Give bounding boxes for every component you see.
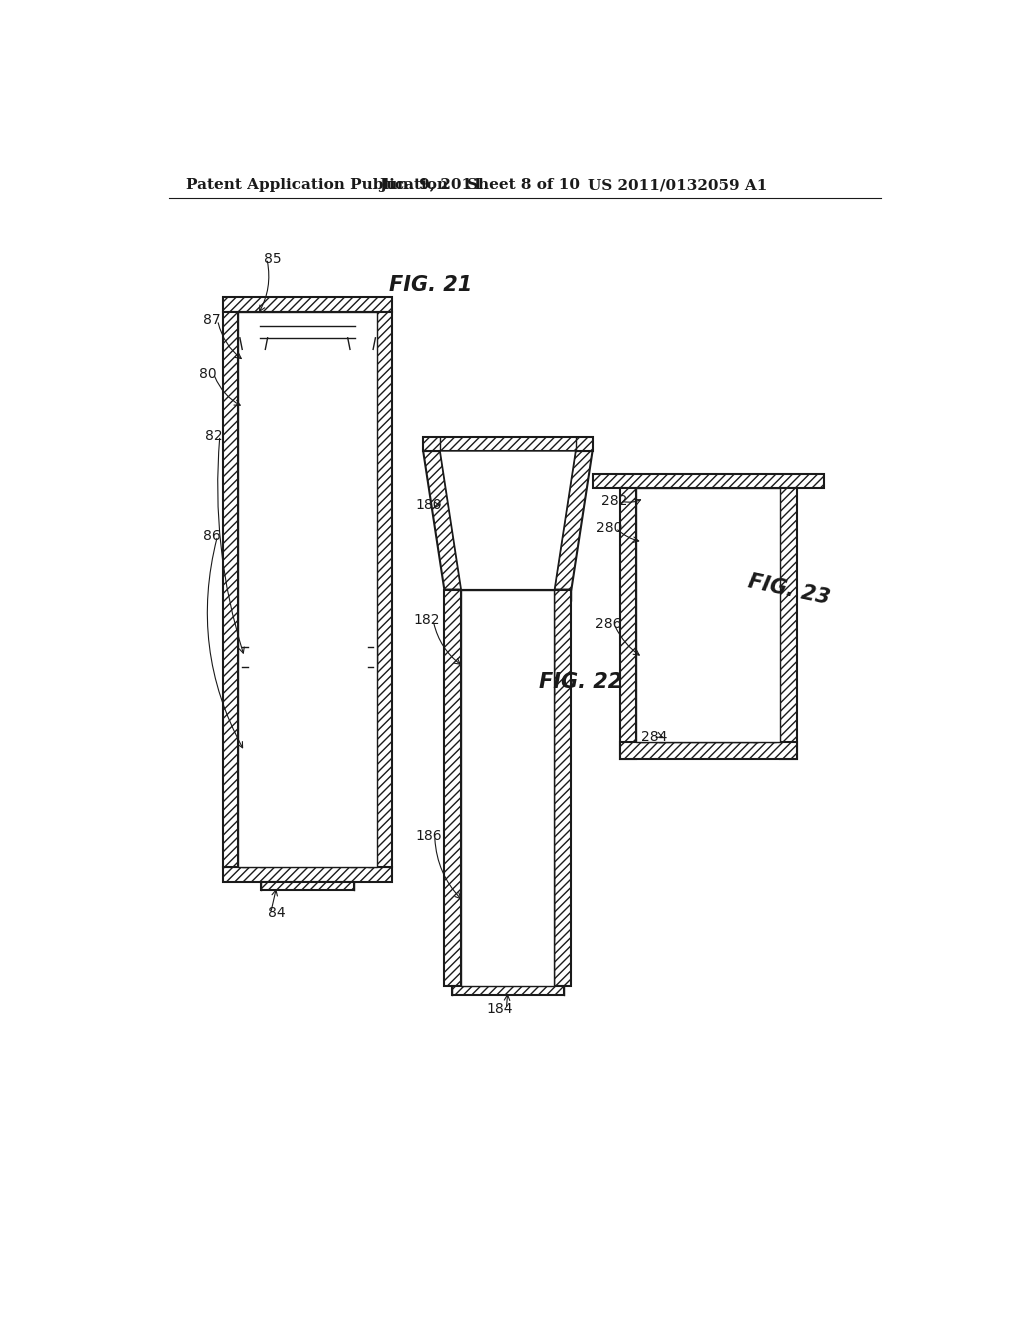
Bar (461, 590, 554, 986)
Polygon shape (243, 350, 248, 404)
Bar (753, 488, 758, 742)
Polygon shape (350, 729, 355, 805)
Text: 284: 284 (641, 730, 668, 744)
Text: FIG. 22: FIG. 22 (539, 672, 622, 692)
Bar (444, 590, 461, 986)
Text: US 2011/0132059 A1: US 2011/0132059 A1 (588, 178, 767, 193)
Polygon shape (260, 350, 265, 404)
Polygon shape (658, 527, 664, 589)
Bar (658, 488, 664, 742)
Polygon shape (549, 636, 554, 697)
Bar (223, 867, 392, 882)
Bar (223, 313, 239, 867)
Text: Patent Application Publication: Patent Application Publication (186, 178, 449, 193)
Polygon shape (461, 636, 467, 697)
Polygon shape (423, 451, 461, 590)
Polygon shape (658, 635, 664, 711)
Polygon shape (753, 635, 758, 711)
Bar (239, 313, 377, 867)
Polygon shape (243, 729, 248, 805)
Bar (770, 488, 776, 742)
Bar (350, 313, 355, 867)
Bar (637, 496, 667, 511)
Bar (479, 590, 484, 986)
Bar (240, 326, 267, 338)
Polygon shape (753, 527, 758, 589)
Polygon shape (461, 863, 467, 940)
Text: 86: 86 (203, 529, 220, 543)
Text: 180: 180 (416, 498, 441, 512)
Bar (750, 496, 779, 511)
Polygon shape (479, 636, 484, 697)
Bar (243, 313, 373, 326)
Text: 85: 85 (264, 252, 282, 265)
Bar (461, 590, 467, 986)
Text: 184: 184 (486, 1002, 513, 1016)
Bar (593, 474, 823, 488)
Bar (260, 313, 265, 867)
Bar (554, 590, 571, 986)
Bar (377, 313, 392, 867)
Polygon shape (368, 350, 373, 404)
Text: 186: 186 (416, 829, 442, 843)
Bar (239, 647, 248, 667)
Polygon shape (531, 863, 537, 940)
Bar (637, 488, 779, 742)
Polygon shape (479, 863, 484, 940)
Bar (423, 437, 593, 451)
Text: FIG. 23: FIG. 23 (746, 572, 833, 609)
Bar (368, 647, 377, 667)
Bar (620, 488, 637, 759)
Polygon shape (549, 863, 554, 940)
Polygon shape (440, 451, 575, 590)
Polygon shape (770, 635, 776, 711)
Text: 80: 80 (199, 367, 216, 381)
Text: 280: 280 (596, 521, 623, 535)
Text: 82: 82 (205, 429, 222, 442)
Polygon shape (554, 451, 593, 590)
Polygon shape (531, 636, 537, 697)
Bar (554, 590, 571, 601)
Text: 87: 87 (203, 313, 220, 327)
Polygon shape (770, 527, 776, 589)
Bar (640, 488, 646, 742)
Bar (368, 313, 373, 867)
Text: FIG. 21: FIG. 21 (388, 276, 472, 296)
Bar (452, 986, 563, 995)
Text: 286: 286 (595, 618, 622, 631)
Polygon shape (350, 350, 355, 404)
Bar (531, 590, 537, 986)
Text: Jun. 9, 2011: Jun. 9, 2011 (379, 178, 482, 193)
Text: 84: 84 (268, 906, 286, 920)
Bar (444, 590, 461, 601)
Bar (779, 488, 797, 759)
Polygon shape (260, 729, 265, 805)
Text: 182: 182 (414, 614, 440, 627)
Polygon shape (368, 729, 373, 805)
Bar (549, 590, 554, 986)
Bar (348, 326, 376, 338)
Polygon shape (640, 527, 646, 589)
Text: 282: 282 (601, 494, 628, 508)
Bar (223, 297, 392, 313)
Bar (658, 733, 758, 742)
Text: Sheet 8 of 10: Sheet 8 of 10 (467, 178, 580, 193)
Bar (243, 313, 248, 867)
Polygon shape (640, 635, 646, 711)
Bar (261, 882, 354, 890)
Bar (620, 742, 797, 759)
